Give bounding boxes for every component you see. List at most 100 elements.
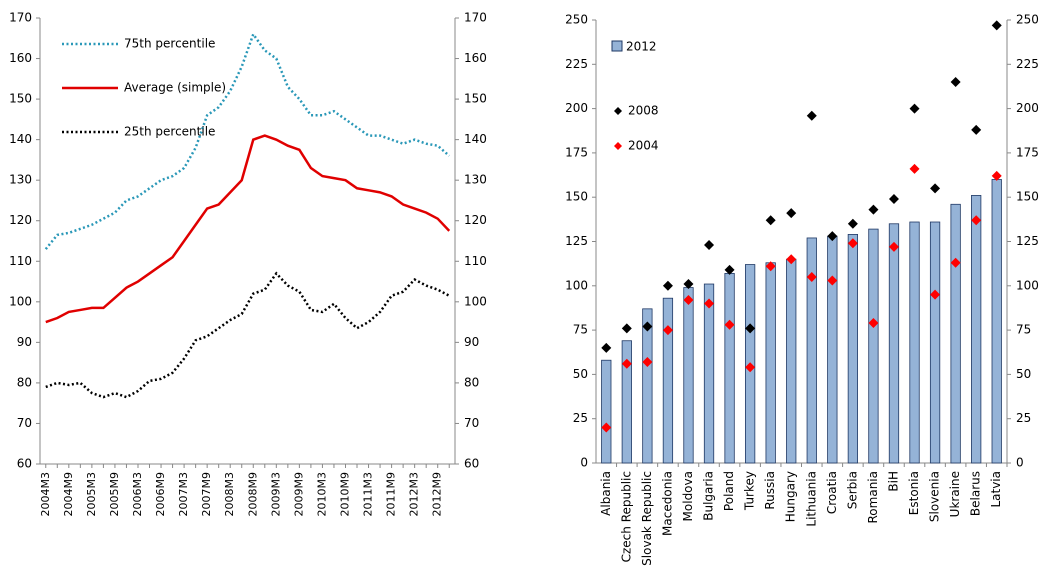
y2-tick-label: 120 <box>464 213 487 227</box>
bar <box>765 262 776 464</box>
x-tick-label: Turkey <box>743 471 757 511</box>
y-tick-label: 150 <box>565 190 588 204</box>
y-tick-label: 90 <box>17 335 32 349</box>
bar <box>827 235 838 464</box>
legend-swatch <box>614 142 622 150</box>
legend-label: 75th percentile <box>124 37 215 51</box>
marker <box>745 362 756 373</box>
legend-label: 2004 <box>628 139 659 153</box>
x-tick-label: Poland <box>722 471 736 511</box>
x-tick-label: Czech Republic <box>619 471 633 562</box>
x-tick-label: Estonia <box>907 471 921 515</box>
marker <box>888 241 899 252</box>
legend-label: 2008 <box>628 104 659 118</box>
bar <box>929 221 941 464</box>
marker <box>704 298 715 309</box>
x-tick-label: Slovenia <box>928 471 942 522</box>
marker <box>971 124 982 135</box>
y-tick-label: 130 <box>9 173 32 187</box>
y2-tick-label: 100 <box>1016 278 1039 292</box>
y2-tick-label: 250 <box>1016 13 1039 27</box>
marker <box>642 321 653 332</box>
legend-swatch <box>611 40 623 52</box>
x-tick-label: 2011M3 <box>362 472 375 516</box>
marker <box>683 294 694 305</box>
x-tick-label: 2006M3 <box>131 472 144 516</box>
marker <box>930 289 941 300</box>
marker <box>909 163 920 174</box>
marker <box>950 257 961 268</box>
series-line <box>44 31 451 250</box>
y-tick-label: 50 <box>573 367 588 381</box>
marker <box>765 215 776 226</box>
bar <box>950 203 961 464</box>
marker <box>847 238 858 249</box>
y-tick-label: 110 <box>9 254 32 268</box>
y-tick-label: 25 <box>573 411 588 425</box>
y2-tick-label: 50 <box>1016 367 1031 381</box>
marker <box>662 280 673 291</box>
x-tick-label: 2008M9 <box>246 472 259 516</box>
bar <box>991 179 1002 464</box>
marker <box>704 240 715 251</box>
x-tick-label: Hungary <box>784 471 798 522</box>
bar <box>621 340 632 464</box>
x-tick-label: 2007M3 <box>177 472 190 516</box>
y-tick-label: 120 <box>9 213 32 227</box>
bar <box>888 223 900 464</box>
y2-tick-label: 125 <box>1016 234 1039 248</box>
y2-tick-label: 25 <box>1016 411 1031 425</box>
y-tick-label: 225 <box>565 57 588 71</box>
bar <box>806 237 817 464</box>
legend-label: 2012 <box>626 40 657 54</box>
x-tick-label: BiH <box>886 471 900 492</box>
marker <box>786 208 797 219</box>
y-tick-label: 100 <box>9 294 32 308</box>
x-tick-label: Belarus <box>969 471 983 516</box>
marker <box>888 193 899 204</box>
y-tick-label: 250 <box>565 13 588 27</box>
y2-tick-label: 75 <box>1016 323 1031 337</box>
x-tick-label: 2006M9 <box>154 472 167 516</box>
x-tick-label: Croatia <box>825 471 839 514</box>
y2-tick-label: 110 <box>464 254 487 268</box>
marker <box>601 342 612 353</box>
marker <box>868 204 879 215</box>
marker <box>827 231 838 242</box>
y-tick-label: 75 <box>573 323 588 337</box>
x-tick-label: 2009M9 <box>292 472 305 516</box>
y2-tick-label: 80 <box>464 375 479 389</box>
marker <box>909 103 920 114</box>
marker <box>621 358 632 369</box>
marker <box>868 318 879 329</box>
bar <box>642 308 653 464</box>
marker <box>827 275 838 286</box>
x-tick-label: 2008M3 <box>223 472 236 516</box>
bar <box>909 221 920 464</box>
x-tick-label: 2009M3 <box>269 472 282 516</box>
x-tick-label: Slovak Republic <box>640 471 654 566</box>
x-tick-label: Bulgaria <box>702 471 716 521</box>
marker <box>930 183 941 194</box>
x-tick-label: 2010M9 <box>338 472 351 516</box>
x-tick-label: Russia <box>763 471 777 510</box>
x-tick-label: 2011M9 <box>385 472 398 516</box>
y-tick-label: 70 <box>17 416 32 430</box>
x-tick-label: 2010M3 <box>315 472 328 516</box>
x-tick-label: 2004M9 <box>62 472 75 516</box>
series-line <box>45 271 450 399</box>
y2-tick-label: 200 <box>1016 101 1039 115</box>
y-tick-label: 160 <box>9 51 32 65</box>
marker <box>642 356 653 367</box>
y-tick-label: 60 <box>17 457 32 471</box>
x-tick-label: Albania <box>599 471 613 516</box>
marker <box>991 170 1002 181</box>
x-tick-label: Ukraine <box>948 471 962 517</box>
legend-label: 25th percentile <box>124 125 215 139</box>
marker <box>621 323 632 334</box>
y-tick-label: 100 <box>565 278 588 292</box>
y2-tick-label: 100 <box>464 294 487 308</box>
bar <box>724 272 735 464</box>
x-tick-label: Moldova <box>681 471 695 521</box>
